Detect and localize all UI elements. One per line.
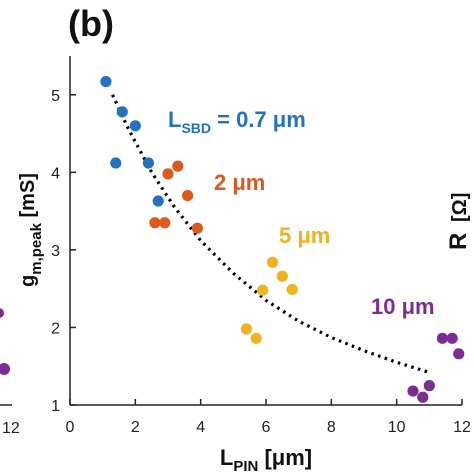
- left-panel-point: [0, 363, 10, 375]
- data-point-series-1: [159, 217, 171, 229]
- data-point-series-0: [129, 120, 141, 132]
- data-point-series-1: [149, 217, 161, 229]
- x-tick-label: 10: [388, 419, 406, 436]
- y-tick-label: 2: [51, 320, 60, 337]
- series-label-10um: 10 μm: [371, 294, 435, 319]
- left-panel-point: [0, 308, 4, 318]
- y-axis-label: gm,peak [mS]: [17, 173, 45, 287]
- data-point-series-1: [182, 190, 194, 202]
- x-tick-label: 2: [131, 419, 140, 436]
- x-tick-label: 8: [327, 419, 336, 436]
- x-ticks: 0 2 4 6 8 10 12: [66, 399, 471, 436]
- data-point-series-1: [191, 222, 203, 234]
- x-tick-label: 12: [453, 419, 471, 436]
- data-point-series-1: [162, 168, 174, 180]
- data-point-series-3: [417, 391, 429, 403]
- data-point-series-2: [257, 284, 269, 296]
- right-panel-ylabel-symbol: R: [445, 233, 472, 250]
- data-point-series-2: [240, 323, 252, 335]
- data-point-series-2: [276, 270, 288, 282]
- data-point-series-3: [453, 348, 465, 360]
- x-tick-label: 0: [66, 419, 75, 436]
- series-label-2um: 2 μm: [214, 170, 265, 195]
- series-label-5um: 5 μm: [279, 223, 330, 248]
- x-axis-label: LPIN [μm]: [220, 445, 312, 474]
- y-tick-label: 1: [51, 398, 60, 415]
- data-point-series-0: [100, 75, 112, 88]
- data-point-series-2: [286, 283, 298, 296]
- data-point-series-2: [266, 256, 279, 268]
- x-tick-label: 4: [196, 419, 205, 436]
- data-point-series-3: [407, 385, 419, 397]
- data-point-series-0: [142, 157, 154, 169]
- data-point-series-2: [250, 332, 262, 344]
- data-point-series-0: [110, 157, 122, 169]
- left-panel-x-tick: 12: [2, 420, 20, 437]
- data-point-series-3: [436, 332, 448, 344]
- fit-curve: [111, 94, 430, 374]
- data-points: [100, 75, 465, 403]
- left-panel-fragment: 12: [0, 308, 20, 437]
- y-tick-label: 5: [51, 88, 60, 105]
- right-panel-ylabel-unit: [Ω]: [449, 193, 471, 222]
- data-point-series-1: [172, 160, 184, 172]
- y-tick-label: 3: [51, 243, 60, 260]
- panel-label: (b): [68, 3, 114, 44]
- svg-text:gm,peak [mS]: gm,peak [mS]: [17, 173, 45, 287]
- y-ticks: 1 2 3 4 5: [51, 88, 76, 415]
- y-tick-label: 4: [51, 165, 60, 182]
- right-panel-ylabel: R [Ω]: [445, 193, 472, 250]
- data-point-series-0: [116, 106, 128, 118]
- data-point-series-3: [446, 332, 458, 344]
- data-point-series-0: [152, 195, 164, 207]
- series-label-0.7um: LSBD = 0.7 μm: [168, 107, 306, 136]
- data-point-series-3: [423, 380, 435, 392]
- x-tick-label: 6: [262, 419, 271, 436]
